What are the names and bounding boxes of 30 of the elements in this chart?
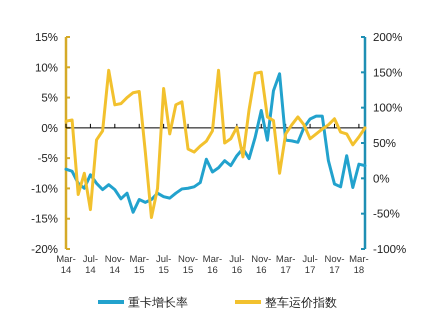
x-tick-label: Nov- 14 (104, 254, 125, 276)
x-tick-label: Mar- 16 (202, 254, 222, 276)
y-tick-label: 15% (34, 32, 58, 44)
y-tick-label: 0% (41, 122, 58, 135)
y-tick-label: -5% (38, 153, 58, 166)
y2-tick-label: -100% (373, 244, 406, 256)
y-tick-label: -20% (31, 244, 58, 256)
y2-tick-label: 100% (373, 102, 402, 115)
y-tick-label: 10% (34, 62, 58, 74)
legend-label: 重卡增长率 (128, 296, 188, 310)
y-tick-label: -15% (31, 214, 58, 226)
x-tick-label: Jul- 14 (82, 254, 98, 276)
x-tick-label: Jul- 16 (229, 254, 245, 276)
y2-tick-label: 50% (373, 138, 396, 150)
y2-tick-label: 0% (373, 173, 390, 186)
x-tick-label: Jul- 17 (302, 254, 318, 276)
x-tick-label: Mar- 15 (129, 254, 149, 276)
x-tick-label: Nov- 15 (178, 254, 198, 276)
x-tick-label: Nov- 16 (251, 254, 272, 276)
x-tick-label: Mar- 14 (56, 254, 76, 276)
x-tick-label: Mar- 17 (276, 254, 296, 276)
x-tick-label: Nov- 17 (324, 254, 345, 276)
x-tick-label: Mar- 18 (349, 254, 369, 276)
x-tick-label: Jul- 15 (156, 254, 172, 276)
y2-tick-label: 150% (373, 67, 402, 80)
y2-tick-label: 200% (373, 32, 402, 44)
y-tick-label: -10% (31, 183, 58, 196)
y2-tick-label: -50% (373, 208, 400, 221)
legend-label: 整车运价指数 (265, 296, 337, 310)
y-tick-label: 5% (41, 92, 58, 105)
